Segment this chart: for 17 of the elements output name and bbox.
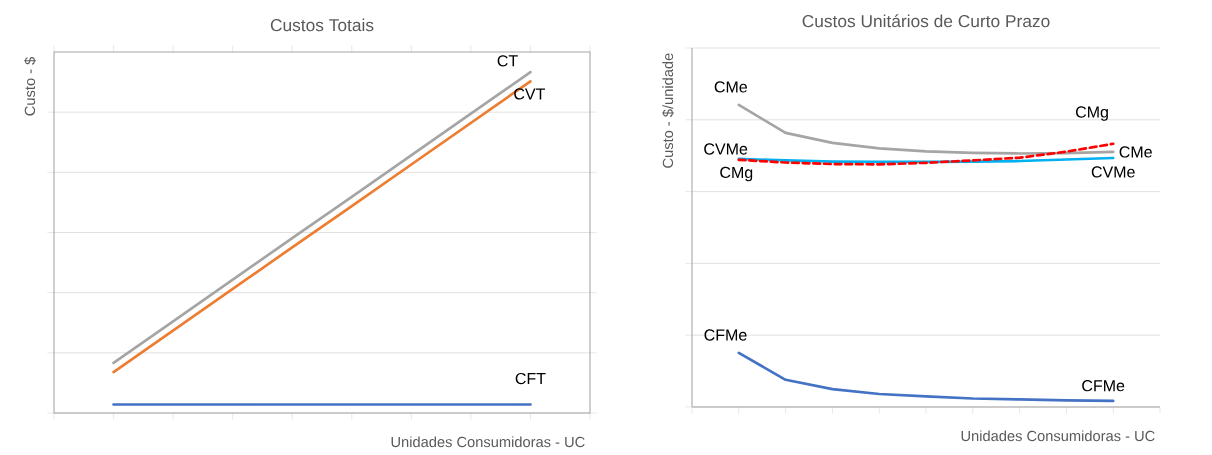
series-label: CVMe (1091, 166, 1135, 178)
y-axis-title: Custo - $/unidade (662, 53, 674, 168)
chart-title: Custos Unitários de Curto Prazo (802, 14, 1050, 28)
y-axis-title: Custo - $ (24, 56, 36, 116)
series-label: CMe (1119, 146, 1152, 158)
annotation: CVMe (704, 143, 748, 155)
text: CMe (714, 81, 747, 93)
chart-title: Custos Totais (270, 18, 374, 32)
annotation: CMg (720, 166, 753, 182)
series-label: CMg (1075, 106, 1108, 121)
legend-label: CT (497, 55, 518, 67)
x-axis-title: Unidades Consumidoras - UC (391, 436, 585, 448)
series-label: CVT (514, 88, 546, 100)
x-axis-title: Unidades Consumidoras - UC (961, 430, 1155, 442)
series-label: CFT (515, 372, 546, 385)
annotation: CFMe (704, 329, 747, 341)
series-label: CFMe (1082, 380, 1125, 392)
